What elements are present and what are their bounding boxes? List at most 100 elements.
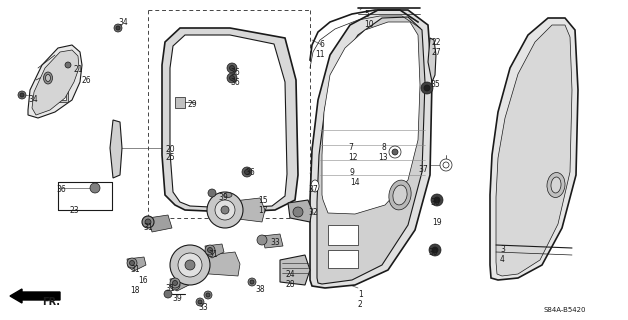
Circle shape xyxy=(431,194,443,206)
Text: 6: 6 xyxy=(320,40,325,49)
Polygon shape xyxy=(328,225,358,245)
Circle shape xyxy=(227,73,237,83)
Polygon shape xyxy=(317,17,425,284)
Text: 9: 9 xyxy=(350,168,355,177)
Text: 17: 17 xyxy=(258,206,268,215)
Text: 20: 20 xyxy=(165,145,175,154)
Polygon shape xyxy=(205,244,224,258)
Circle shape xyxy=(204,291,212,299)
Text: 26: 26 xyxy=(82,76,92,85)
Polygon shape xyxy=(322,22,420,214)
Text: FR.: FR. xyxy=(42,297,60,307)
Text: 34: 34 xyxy=(28,95,38,104)
Text: 30: 30 xyxy=(428,248,438,257)
Text: 32: 32 xyxy=(308,208,318,217)
Text: 29: 29 xyxy=(188,100,198,109)
Polygon shape xyxy=(127,257,146,271)
Text: 31: 31 xyxy=(165,284,175,293)
Circle shape xyxy=(114,24,122,32)
Ellipse shape xyxy=(43,72,53,84)
Ellipse shape xyxy=(224,193,232,197)
Text: 1: 1 xyxy=(358,290,363,299)
Text: 22: 22 xyxy=(432,38,441,47)
Circle shape xyxy=(173,281,178,285)
Circle shape xyxy=(170,245,210,285)
Circle shape xyxy=(434,197,440,203)
Text: 21: 21 xyxy=(74,65,84,74)
Text: 34: 34 xyxy=(118,18,127,27)
Circle shape xyxy=(198,300,202,304)
Text: 11: 11 xyxy=(315,50,325,59)
Circle shape xyxy=(127,258,137,268)
Polygon shape xyxy=(490,18,578,280)
Text: 31: 31 xyxy=(208,250,218,259)
Circle shape xyxy=(229,66,234,70)
Circle shape xyxy=(242,167,252,177)
Circle shape xyxy=(170,278,180,288)
Text: 10: 10 xyxy=(364,20,374,29)
Circle shape xyxy=(196,298,204,306)
Circle shape xyxy=(164,290,172,298)
Text: 33: 33 xyxy=(198,303,208,312)
Polygon shape xyxy=(170,35,287,208)
Circle shape xyxy=(244,170,249,174)
Circle shape xyxy=(227,63,237,73)
Circle shape xyxy=(221,206,229,214)
Text: 36: 36 xyxy=(230,68,240,77)
Circle shape xyxy=(293,207,303,217)
Ellipse shape xyxy=(45,75,50,82)
Text: S84A-B5420: S84A-B5420 xyxy=(543,307,585,313)
Text: 39: 39 xyxy=(172,294,181,303)
Circle shape xyxy=(206,293,210,297)
Circle shape xyxy=(145,219,151,225)
Polygon shape xyxy=(225,198,265,222)
Text: 2: 2 xyxy=(358,300,363,309)
Polygon shape xyxy=(148,215,172,232)
Polygon shape xyxy=(175,97,185,108)
Circle shape xyxy=(207,247,212,252)
Polygon shape xyxy=(57,90,66,100)
Circle shape xyxy=(205,245,215,255)
Ellipse shape xyxy=(393,185,407,205)
Circle shape xyxy=(392,149,398,155)
FancyArrow shape xyxy=(10,289,60,303)
Circle shape xyxy=(207,192,243,228)
Circle shape xyxy=(440,159,452,171)
Polygon shape xyxy=(162,28,298,212)
Circle shape xyxy=(229,76,234,81)
Circle shape xyxy=(432,247,438,253)
Text: 37: 37 xyxy=(308,185,318,194)
Polygon shape xyxy=(310,10,432,288)
Text: 13: 13 xyxy=(378,153,387,162)
Text: 37: 37 xyxy=(418,165,428,174)
Ellipse shape xyxy=(547,172,565,197)
Circle shape xyxy=(208,189,216,197)
Circle shape xyxy=(170,280,180,290)
Text: 3: 3 xyxy=(500,245,505,254)
Circle shape xyxy=(215,200,235,220)
Text: 7: 7 xyxy=(348,143,353,152)
Circle shape xyxy=(429,244,441,256)
Ellipse shape xyxy=(389,180,411,210)
Text: 5: 5 xyxy=(364,10,369,19)
Text: 35: 35 xyxy=(430,80,440,89)
Polygon shape xyxy=(496,25,572,276)
Text: 12: 12 xyxy=(348,153,357,162)
Text: 16: 16 xyxy=(138,276,148,285)
Circle shape xyxy=(185,260,195,270)
Circle shape xyxy=(178,253,202,277)
Ellipse shape xyxy=(311,180,319,192)
Ellipse shape xyxy=(551,177,561,193)
Text: 31: 31 xyxy=(143,223,153,232)
Polygon shape xyxy=(428,38,436,82)
Text: 33: 33 xyxy=(270,238,279,247)
Text: 36: 36 xyxy=(56,185,66,194)
Circle shape xyxy=(443,162,449,168)
Polygon shape xyxy=(110,120,122,178)
Circle shape xyxy=(424,85,430,91)
Polygon shape xyxy=(190,252,240,276)
Text: 23: 23 xyxy=(70,206,80,215)
Circle shape xyxy=(248,278,256,286)
Circle shape xyxy=(18,91,26,99)
Text: 36: 36 xyxy=(230,78,240,87)
